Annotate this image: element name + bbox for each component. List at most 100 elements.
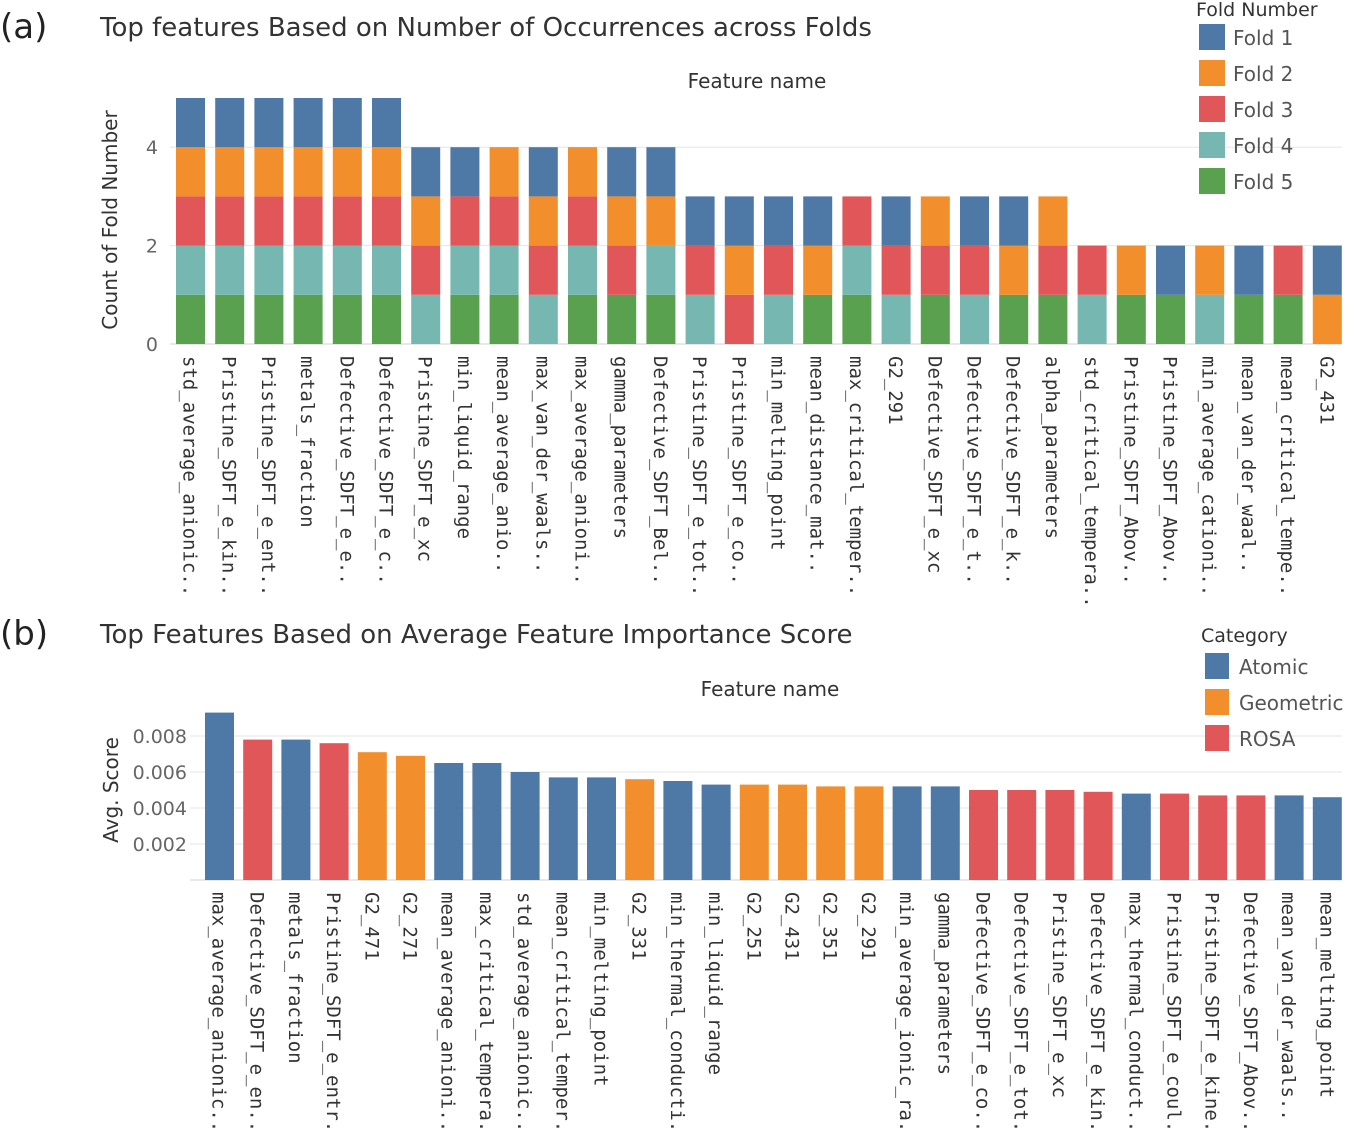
bar-a-segment	[332, 98, 362, 148]
x-tick-b: max_average_anionic..	[208, 892, 230, 1132]
bar-a-segment	[1038, 294, 1068, 344]
x-tick-b: G2_331	[628, 892, 650, 961]
bar-a-segment	[764, 294, 793, 344]
bar-a-segment	[607, 245, 637, 295]
bar-a-segment	[528, 147, 558, 197]
bar-b	[243, 739, 273, 880]
x-tick-b: gamma_parameters	[933, 892, 955, 1075]
x-tick-a: alpha_parameters	[1041, 356, 1063, 539]
chart-b-xlabel: Feature name	[701, 677, 840, 701]
chart-a-title: Top features Based on Number of Occurren…	[99, 13, 872, 43]
bar-b	[205, 712, 234, 880]
bar-b	[854, 786, 884, 880]
x-tick-b: G2_251	[742, 892, 764, 961]
x-tick-b: mean_van_der_waals..	[1277, 892, 1299, 1121]
x-tick-b: Pristine_SDFT_e_xc	[1048, 892, 1070, 1098]
legend-a-title: Fold Number	[1196, 0, 1318, 21]
bar-a-segment	[372, 245, 401, 295]
bar-a-segment	[411, 196, 441, 246]
chart-a-plot: 0 2 4 std_average_anionic.. Pristine_SDFT_e_…	[146, 24, 1342, 608]
legend-a-swatch	[1199, 24, 1225, 50]
bar-a-segment	[724, 294, 754, 344]
bar-a-segment	[1234, 294, 1264, 344]
bar-a-segment	[803, 245, 833, 295]
bar-a-segment	[254, 147, 284, 197]
bar-a-segment	[1156, 245, 1185, 295]
x-tick-a: G2_291	[884, 356, 906, 425]
y-tick-b: 0.004	[133, 798, 187, 820]
bar-a-segment	[685, 245, 715, 295]
x-tick-a: metals_fraction	[296, 356, 318, 528]
bar-a-segment	[450, 294, 480, 344]
bar-a-segment	[332, 196, 362, 246]
bar-b	[1007, 790, 1037, 880]
bar-a-segment	[920, 294, 950, 344]
x-tick-b: Defective_SDFT_e_co..	[972, 892, 994, 1132]
legend-a-label: Fold 5	[1233, 170, 1293, 194]
x-tick-b: Defective_SDFT_e_tot..	[1010, 892, 1032, 1136]
x-tick-a: mean_average_anio..	[492, 356, 514, 573]
bar-a-segment	[764, 196, 793, 246]
bar-b	[510, 772, 540, 880]
bar-a-segment	[764, 245, 793, 295]
legend-b-label: Geometric	[1239, 691, 1343, 715]
bar-a-segment	[1038, 245, 1068, 295]
bar-a-segment	[842, 196, 872, 246]
x-tick-b: Pristine_SDFT_e_coul..	[1163, 892, 1185, 1136]
bar-b	[1236, 795, 1266, 880]
x-tick-a: Defective_SDFT_Bel..	[649, 356, 671, 585]
bar-a-segment	[685, 196, 715, 246]
bar-a-segment	[489, 245, 519, 295]
x-tick-a: max_van_der_waals..	[531, 356, 553, 573]
x-tick-a: mean_van_der_waal..	[1237, 356, 1259, 573]
legend-b-swatch	[1205, 725, 1229, 751]
x-tick-b: max_critical_tempera..	[475, 892, 497, 1136]
legend-a-label: Fold 4	[1233, 134, 1293, 158]
bar-a-segment	[1273, 294, 1303, 344]
bar-a-segment	[1077, 294, 1107, 344]
bar-a-segment	[215, 245, 245, 295]
bar-b	[930, 786, 960, 880]
bar-a-segment	[568, 147, 597, 197]
x-tick-a: std_average_anionic..	[179, 356, 201, 596]
legend-a-swatch	[1199, 96, 1225, 122]
bar-a-segment	[293, 147, 323, 197]
bar-a-segment	[1038, 196, 1068, 246]
bar-a-segment	[293, 98, 323, 148]
bar-a-segment	[646, 245, 676, 295]
bar-b	[778, 784, 807, 880]
x-tick-b: min_melting_point	[590, 892, 612, 1086]
x-tick-a: Defective_SDFT_e_xc	[923, 356, 945, 573]
bar-a-segment	[999, 196, 1029, 246]
x-tick-a: Pristine_SDFT_Abov..	[1159, 356, 1181, 585]
y-tick-a: 0	[146, 334, 158, 356]
bar-a-segment	[411, 147, 441, 197]
y-tick-b: 0.008	[133, 726, 187, 748]
bar-b	[396, 755, 425, 880]
bar-a-segment	[1077, 245, 1107, 295]
legend-b-swatch	[1205, 653, 1229, 679]
bar-b	[1045, 790, 1075, 880]
x-tick-b: G2_471	[360, 892, 382, 961]
y-tick-a: 4	[146, 137, 158, 159]
bar-b	[587, 777, 616, 880]
legend-a-label: Fold 1	[1233, 26, 1293, 50]
bar-a-segment	[568, 245, 597, 295]
x-tick-b: Defective_SDFT_Abov..	[1239, 892, 1261, 1132]
bar-a-segment	[607, 196, 637, 246]
bar-b	[625, 779, 655, 880]
bar-a-segment	[607, 147, 637, 197]
bar-a-segment	[920, 245, 950, 295]
bar-a-segment	[215, 294, 245, 344]
bar-a-segment	[646, 294, 676, 344]
bar-a-segment	[1273, 245, 1303, 295]
bar-a-segment	[528, 196, 558, 246]
bar-b	[739, 784, 769, 880]
bar-a-segment	[1234, 245, 1264, 295]
bar-a-segment	[293, 196, 323, 246]
x-tick-b: std_average_anionic..	[513, 892, 535, 1132]
x-tick-b: min_liquid_range	[704, 892, 726, 1075]
y-tick-b: 0.006	[133, 762, 187, 784]
x-tick-a: gamma_parameters	[610, 356, 632, 539]
y-tick-b: 0.002	[133, 834, 187, 856]
